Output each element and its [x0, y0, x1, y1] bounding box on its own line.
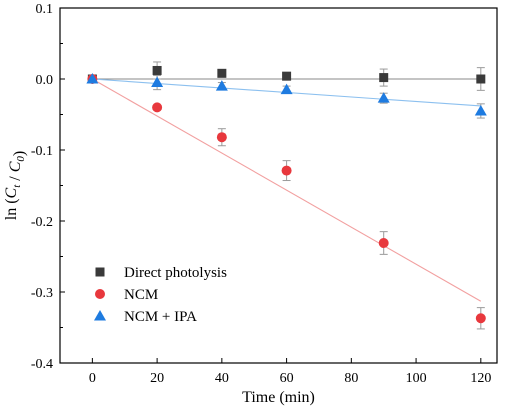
legend-label: NCM + IPA [124, 309, 197, 325]
legend: Direct photolysis NCM NCM + IPA [94, 265, 227, 325]
data-point [152, 65, 162, 75]
data-point [86, 73, 99, 84]
x-axis-label: Time (min) [242, 389, 315, 406]
y-tick-label: -0.4 [31, 357, 53, 372]
data-point [476, 74, 486, 84]
y-tick-label: -0.3 [31, 286, 53, 301]
data-point [475, 313, 486, 324]
x-tick-label: 0 [89, 371, 96, 386]
y-axis-label-part: 0 [15, 156, 27, 162]
y-axis-label-part: C [7, 161, 24, 172]
data-point [152, 102, 163, 113]
legend-label: NCM [124, 287, 158, 303]
data-point [215, 80, 228, 91]
y-axis-label-part: C [3, 187, 20, 198]
y-tick-label: 0.1 [36, 2, 54, 17]
data-point [151, 76, 164, 88]
data-point [216, 132, 227, 143]
x-axis: 0 20 40 60 80 100 120 [89, 358, 491, 386]
x-tick-label: 120 [470, 371, 491, 386]
y-axis-label-part: ln ( [3, 198, 20, 220]
legend-marker [94, 310, 106, 321]
data-point [281, 165, 292, 176]
x-tick-label: 60 [280, 371, 294, 386]
data-point [378, 238, 389, 249]
legend-label: Direct photolysis [124, 265, 227, 281]
data-point [282, 71, 292, 81]
y-axis-label-part: t [11, 184, 23, 188]
y-axis: 0.1 0.0 -0.1 -0.2 -0.3 -0.4 [31, 2, 65, 372]
y-axis-label-part: / [7, 172, 24, 184]
fit-line [92, 78, 482, 302]
x-tick-label: 100 [406, 371, 427, 386]
data-point [379, 73, 389, 83]
y-tick-label: -0.2 [31, 215, 53, 230]
data-point [217, 68, 227, 78]
data-point [377, 92, 390, 103]
x-tick-label: 80 [344, 371, 358, 386]
data-point [474, 104, 487, 116]
x-tick-label: 20 [150, 371, 164, 386]
data-points [86, 65, 487, 324]
x-tick-label: 40 [215, 371, 229, 386]
y-tick-label: 0.0 [36, 73, 54, 88]
legend-marker [95, 289, 105, 299]
y-axis-label-part: ) [11, 151, 28, 156]
y-axis-label: ln (Ct / C0) [3, 151, 28, 220]
y-tick-label: -0.1 [31, 144, 53, 159]
legend-marker [95, 267, 105, 277]
data-point [280, 83, 293, 95]
